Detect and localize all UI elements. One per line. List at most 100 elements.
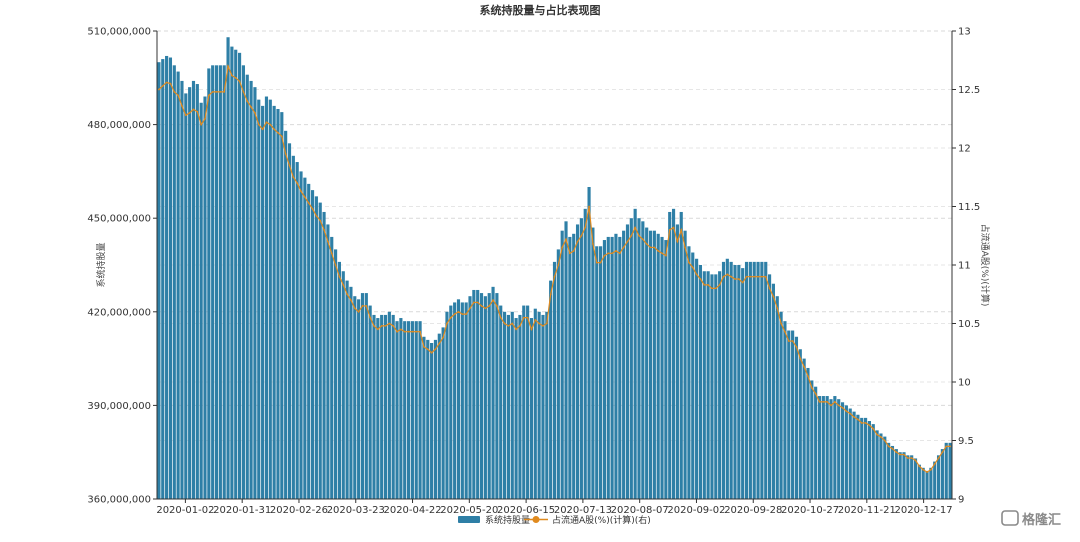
line-point — [526, 316, 529, 319]
line-point — [411, 330, 414, 333]
bar — [629, 218, 633, 499]
line-point — [668, 229, 671, 231]
line-series — [158, 63, 951, 473]
line-point — [688, 261, 690, 264]
line-point — [576, 240, 579, 243]
right-axis-label: 占流通A股(%)(计算) — [979, 224, 991, 307]
bar — [218, 65, 222, 499]
line-point — [707, 283, 710, 286]
line-point — [895, 451, 898, 454]
line-point — [173, 90, 176, 93]
line-point — [568, 252, 571, 255]
bar — [664, 240, 668, 500]
line-point — [826, 400, 829, 403]
line-point — [868, 424, 871, 427]
bar — [775, 296, 779, 499]
bar — [833, 396, 837, 499]
bar — [890, 445, 895, 499]
bar — [725, 258, 729, 499]
bar — [718, 271, 722, 499]
line-point — [388, 322, 391, 325]
bar — [165, 55, 169, 500]
line-point — [760, 275, 763, 278]
line-point — [922, 468, 925, 471]
bar — [910, 455, 914, 499]
line-point — [726, 273, 729, 276]
bar — [410, 321, 414, 499]
line-point — [315, 214, 318, 217]
bar — [518, 314, 522, 499]
bar — [618, 236, 622, 500]
line-point — [822, 400, 825, 403]
bar — [787, 330, 791, 499]
bar — [222, 65, 226, 499]
bar — [449, 305, 453, 499]
bar — [737, 265, 741, 499]
line-point — [230, 74, 233, 77]
line-point — [507, 324, 510, 327]
right-axis-ticks: 9 9.5 10 10.5 11 11.5 12 12.5 13 — [952, 27, 980, 506]
line-point — [714, 287, 717, 290]
bar — [495, 293, 499, 499]
bar — [264, 96, 269, 500]
bar-series — [157, 37, 952, 500]
line-point — [204, 117, 206, 120]
bar — [768, 274, 772, 499]
line-point — [423, 346, 425, 348]
line-point — [392, 324, 395, 327]
line-point — [795, 346, 798, 348]
line-point — [330, 252, 333, 255]
line-point — [369, 316, 372, 319]
x-axis-ticks: 2020-01-022020-01-312020-02-262020-03-23… — [156, 499, 953, 516]
bar — [372, 314, 376, 499]
line-point — [680, 229, 683, 231]
bar — [622, 230, 626, 499]
line-point — [899, 453, 902, 456]
bar — [272, 105, 276, 499]
line-point — [853, 416, 855, 418]
x-tick-label: 2020-09-02 — [667, 505, 725, 516]
x-tick-label: 2020-01-02 — [156, 505, 214, 516]
line-point — [661, 252, 663, 255]
bar — [230, 46, 234, 499]
bar — [487, 293, 491, 499]
bar — [533, 308, 537, 499]
bar — [641, 221, 645, 499]
line-point — [346, 293, 349, 296]
line-point — [492, 299, 494, 301]
line-point — [876, 433, 879, 436]
x-tick-label: 2020-02-26 — [270, 505, 328, 516]
bar — [764, 261, 768, 499]
bar — [714, 274, 718, 499]
line-point — [169, 82, 172, 85]
x-tick-label: 2020-11-21 — [838, 505, 896, 516]
bar — [437, 333, 441, 499]
legend-label-bar: 系统持股量 — [485, 514, 530, 526]
line-point — [768, 287, 771, 290]
bar — [345, 280, 349, 499]
line-point — [830, 404, 832, 407]
line-point — [699, 278, 702, 280]
bar — [556, 249, 560, 499]
line-point — [280, 135, 283, 138]
bar — [406, 321, 411, 499]
bar — [729, 261, 733, 499]
line-point — [284, 152, 287, 155]
bar — [706, 271, 710, 499]
line-point — [488, 305, 491, 307]
bar — [368, 305, 372, 499]
line-point — [561, 246, 564, 249]
bar — [349, 286, 353, 499]
bar — [902, 452, 906, 499]
line-point — [630, 234, 633, 237]
watermark-logo-icon — [1001, 510, 1019, 526]
bar — [721, 261, 726, 499]
line-point — [442, 336, 445, 339]
legend[interactable]: 系统持股量 占流通A股(%)(计算)(右) — [458, 514, 651, 526]
line-point — [469, 307, 471, 310]
bar — [883, 436, 887, 499]
bar — [568, 236, 572, 500]
bar — [695, 258, 699, 499]
line-point — [503, 322, 506, 325]
line-point — [615, 250, 617, 252]
